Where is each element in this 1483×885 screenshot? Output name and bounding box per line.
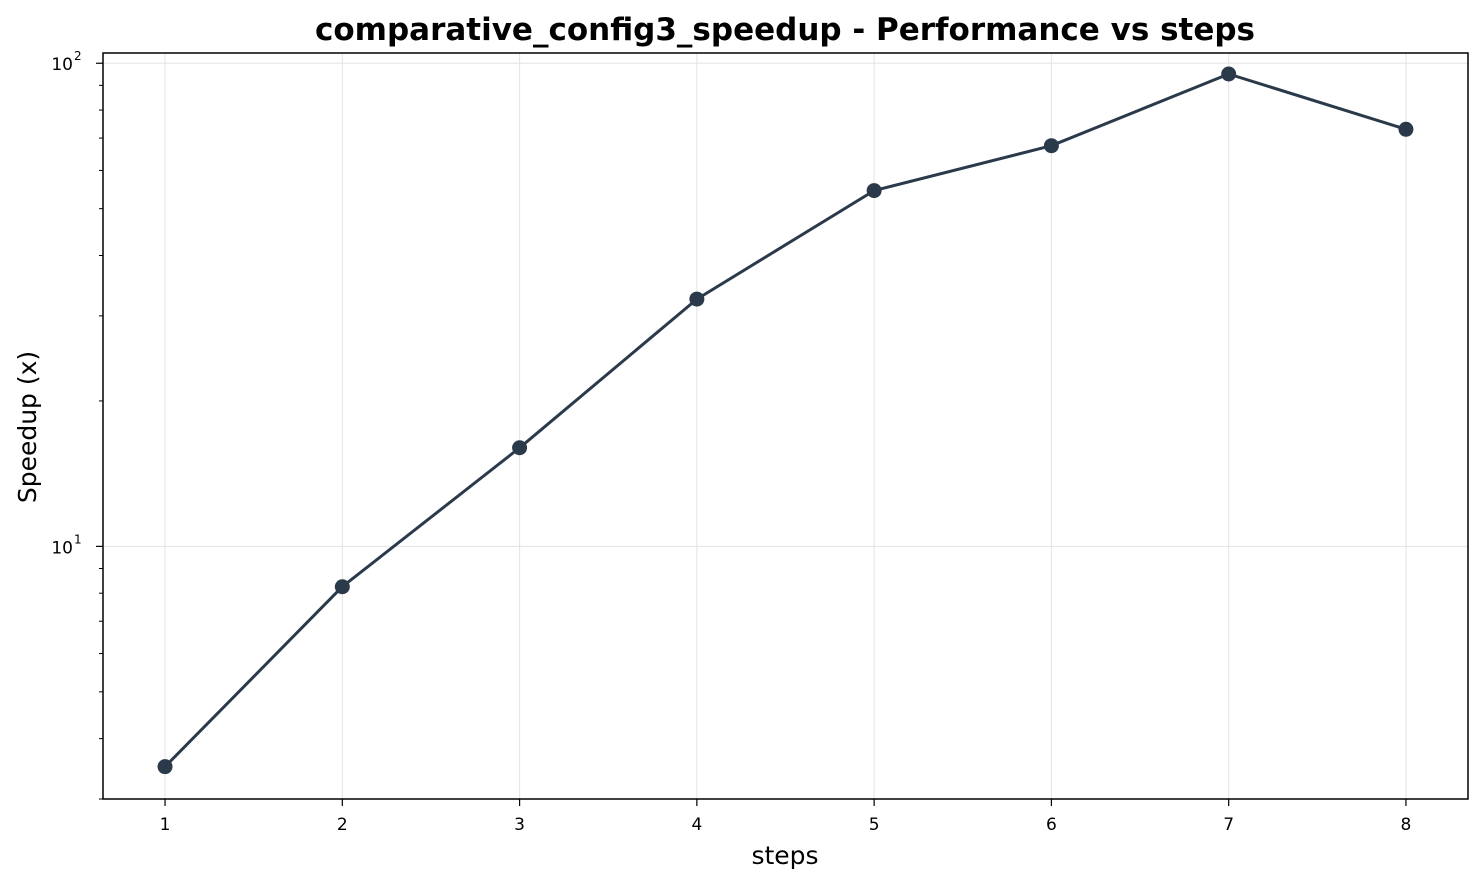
chart-title: comparative_config3_speedup - Performanc… [315, 12, 1255, 48]
y-axis-label: Speedup (x) [13, 351, 42, 503]
y-tick-label-base: 10 [51, 538, 73, 558]
x-tick-label: 3 [514, 815, 525, 835]
data-point [334, 579, 350, 595]
y-tick-label-exponent: 1 [74, 532, 82, 546]
data-point [512, 440, 528, 456]
data-point [1043, 138, 1059, 154]
y-tick-label: 10 [51, 55, 73, 75]
x-tick-label: 2 [337, 815, 348, 835]
x-tick-label: 4 [691, 815, 702, 835]
grid [103, 53, 1468, 799]
data-point [689, 291, 705, 307]
data-point [1221, 66, 1237, 82]
y-tick-label: 10 [51, 538, 73, 558]
data-point [157, 759, 173, 775]
y-tick-label-exponent: 2 [74, 49, 82, 63]
x-tick-label: 1 [160, 815, 171, 835]
x-tick-label: 5 [869, 815, 880, 835]
plot-area-frame [102, 52, 1469, 800]
data-point [1398, 121, 1414, 137]
data-point [866, 183, 882, 199]
x-tick-label: 7 [1223, 815, 1234, 835]
series-line [163, 72, 1408, 769]
x-tick-label: 8 [1401, 815, 1412, 835]
x-tick-label: 6 [1046, 815, 1057, 835]
x-axis-label: steps [751, 841, 818, 870]
y-tick-label-base: 10 [51, 55, 73, 75]
series-layer [157, 66, 1414, 775]
